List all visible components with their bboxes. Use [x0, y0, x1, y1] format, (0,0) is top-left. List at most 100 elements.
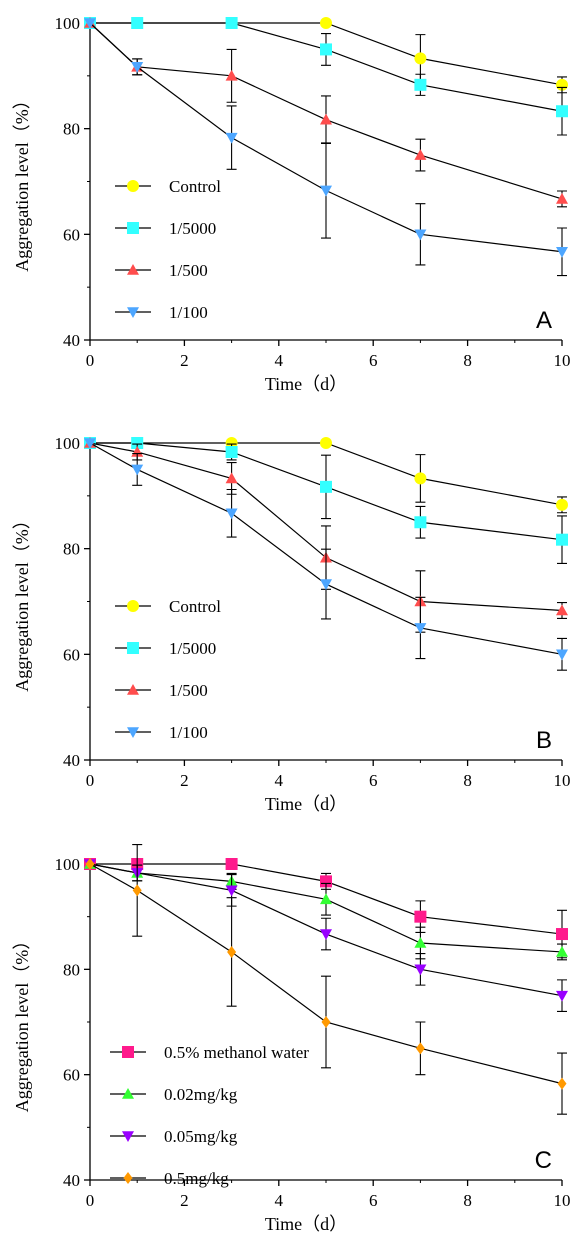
series-line: [89, 442, 563, 612]
y-tick-label: 80: [63, 540, 80, 559]
series-1: [84, 17, 568, 136]
data-point: [225, 69, 238, 81]
data-point: [556, 649, 568, 661]
series-3: [84, 438, 568, 671]
x-tick-label: 6: [369, 1191, 378, 1210]
data-point: [320, 579, 332, 591]
chart-panel-b: 0 2 4 6 8 10 40 60 80 100 Time（d） Aggregation level…: [12, 434, 571, 814]
data-point: [414, 964, 427, 976]
data-point: [225, 17, 238, 29]
legend-label: 1/500: [169, 261, 208, 280]
data-point: [84, 18, 96, 29]
data-point: [414, 78, 427, 91]
data-point: [131, 17, 144, 29]
x-tick-label: 8: [463, 1191, 472, 1210]
data-point: [131, 62, 144, 73]
data-point: [225, 858, 238, 870]
data-point: [556, 533, 568, 546]
data-point: [556, 246, 568, 258]
legend-marker: [127, 600, 139, 612]
legend-marker: [127, 307, 139, 318]
data-point: [556, 105, 568, 118]
data-point: [131, 464, 144, 476]
legend-label: 0.05mg/kg: [164, 1127, 238, 1146]
legend-marker: [127, 180, 139, 192]
legend-label: 0.5mg/kg: [164, 1169, 229, 1188]
legend-marker: [122, 1131, 134, 1142]
x-axis-title: Time（d）: [265, 1214, 347, 1234]
y-tick-label: 40: [63, 331, 80, 350]
x-tick-label: 0: [86, 351, 95, 370]
data-point: [225, 132, 238, 144]
legend-label: 1/100: [169, 723, 208, 742]
legend-marker: [122, 1046, 134, 1058]
data-point: [415, 1042, 425, 1055]
legend-label: 1/500: [169, 681, 208, 700]
legend: Control 1/5000 1/500 1/100: [115, 597, 221, 742]
series-line: [90, 22, 563, 112]
x-tick-label: 4: [275, 771, 284, 790]
y-axis-title: Aggregation level（%）: [12, 932, 32, 1112]
data-point: [414, 229, 427, 241]
data-point: [132, 884, 142, 897]
y-tick-label: 60: [63, 225, 80, 244]
series-3: [85, 843, 567, 1115]
data-point: [225, 445, 238, 458]
legend-marker: [127, 264, 139, 275]
x-axis-title: Time（d）: [265, 794, 347, 814]
data-point: [225, 472, 238, 484]
series-line: [89, 22, 563, 253]
data-point: [85, 858, 95, 870]
x-tick-label: 0: [86, 1191, 95, 1210]
x-tick-label: 2: [180, 351, 189, 370]
data-point: [414, 623, 427, 634]
y-tick-label: 80: [63, 120, 80, 139]
legend-marker: [127, 684, 139, 695]
series-line: [90, 442, 563, 541]
panel-label: B: [536, 727, 552, 754]
data-point: [414, 516, 427, 529]
legend-label: Control: [169, 177, 221, 196]
chart-panel-a: 0 2 4 6 8 10 40 60 80 100 Time（d） Aggregation level…: [12, 14, 571, 394]
data-point: [556, 498, 568, 511]
legend-label: 1/100: [169, 303, 208, 322]
data-point: [320, 893, 332, 905]
series-line: [89, 442, 563, 655]
series-line: [89, 863, 563, 997]
data-point: [320, 875, 332, 888]
data-point: [556, 604, 568, 616]
data-point: [556, 990, 568, 1002]
x-axis-title: Time（d）: [265, 374, 347, 394]
y-tick-label: 100: [55, 855, 81, 874]
legend-marker: [123, 1172, 133, 1184]
x-tick-label: 8: [463, 351, 472, 370]
data-point: [320, 185, 332, 197]
data-point: [414, 52, 427, 65]
data-point: [414, 937, 427, 948]
y-tick-label: 60: [63, 645, 80, 664]
x-tick-label: 10: [554, 351, 571, 370]
data-point: [321, 1016, 331, 1028]
legend-marker: [127, 642, 139, 654]
series-3: [84, 18, 568, 277]
x-tick-label: 2: [180, 1191, 189, 1210]
legend-label: 0.02mg/kg: [164, 1085, 238, 1104]
y-tick-label: 40: [63, 1171, 80, 1190]
y-tick-label: 40: [63, 751, 80, 770]
y-axis-title: Aggregation level（%）: [12, 511, 32, 691]
series-line: [90, 863, 563, 935]
x-tick-label: 6: [369, 351, 378, 370]
data-point: [556, 928, 568, 941]
x-tick-label: 4: [275, 351, 284, 370]
data-point: [320, 113, 332, 125]
legend: Control 1/5000 1/500 1/100: [115, 177, 221, 322]
series-line: [89, 863, 563, 1085]
panel-label: A: [536, 307, 552, 334]
y-tick-label: 100: [55, 434, 81, 453]
x-tick-label: 8: [463, 771, 472, 790]
y-tick-label: 60: [63, 1066, 80, 1085]
data-point: [225, 508, 238, 520]
y-tick-label: 100: [55, 14, 81, 33]
data-point: [227, 945, 237, 958]
